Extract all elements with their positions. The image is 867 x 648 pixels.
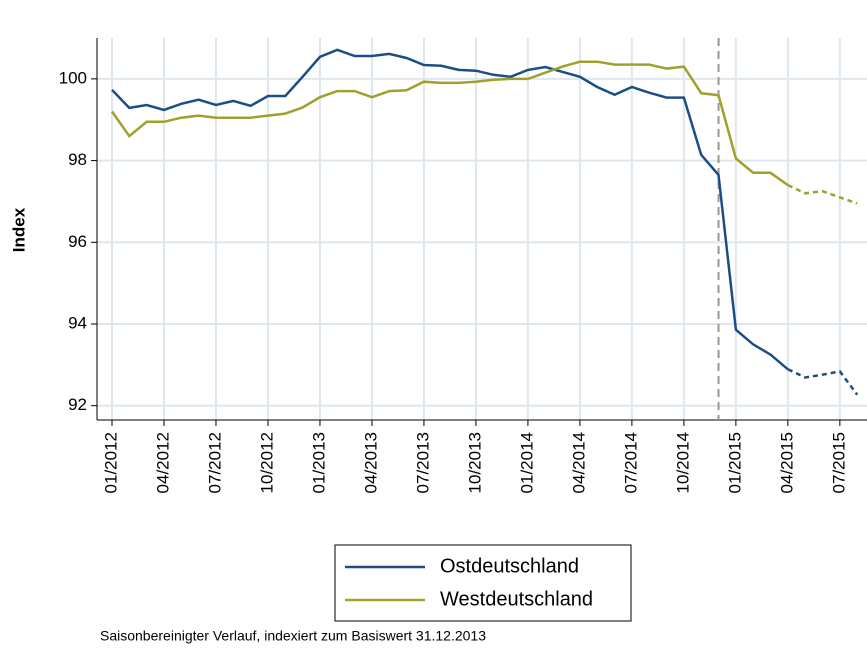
series-line-dashed [787, 368, 859, 396]
x-tick-label: 04/2014 [569, 432, 588, 493]
y-tick-label: 94 [68, 313, 87, 332]
x-tick-label: 01/2013 [309, 432, 328, 493]
x-tick-label: 07/2013 [413, 432, 432, 493]
y-tick-label: 100 [59, 68, 87, 87]
x-tick-label: 10/2014 [673, 432, 692, 493]
y-axis-label: Index [9, 207, 28, 252]
x-tick-label: 10/2013 [465, 432, 484, 493]
note: Saisonbereinigter Verlauf, indexiert zum… [100, 628, 486, 644]
x-tick-label: 04/2013 [361, 432, 380, 493]
x-tick-label: 10/2012 [257, 432, 276, 493]
legend-label: Ostdeutschland [440, 555, 579, 577]
legend-label: Westdeutschland [440, 588, 593, 610]
series-line [110, 60, 789, 187]
x-tick-label: 07/2014 [621, 432, 640, 493]
x-tick-label: 04/2015 [777, 432, 796, 493]
x-tick-label: 07/2012 [205, 432, 224, 493]
series-line [111, 48, 789, 371]
x-tick-label: 01/2015 [725, 432, 744, 493]
y-tick-label: 98 [68, 150, 87, 169]
x-tick-label: 01/2012 [101, 432, 120, 493]
series-line-dashed [787, 183, 858, 205]
legend-box [334, 544, 632, 622]
x-tick-label: 07/2015 [829, 432, 848, 493]
y-tick-label: 96 [68, 232, 87, 251]
x-tick-label: 04/2012 [153, 432, 172, 493]
x-tick-label: 01/2014 [517, 432, 536, 493]
y-tick-label: 92 [68, 395, 87, 414]
